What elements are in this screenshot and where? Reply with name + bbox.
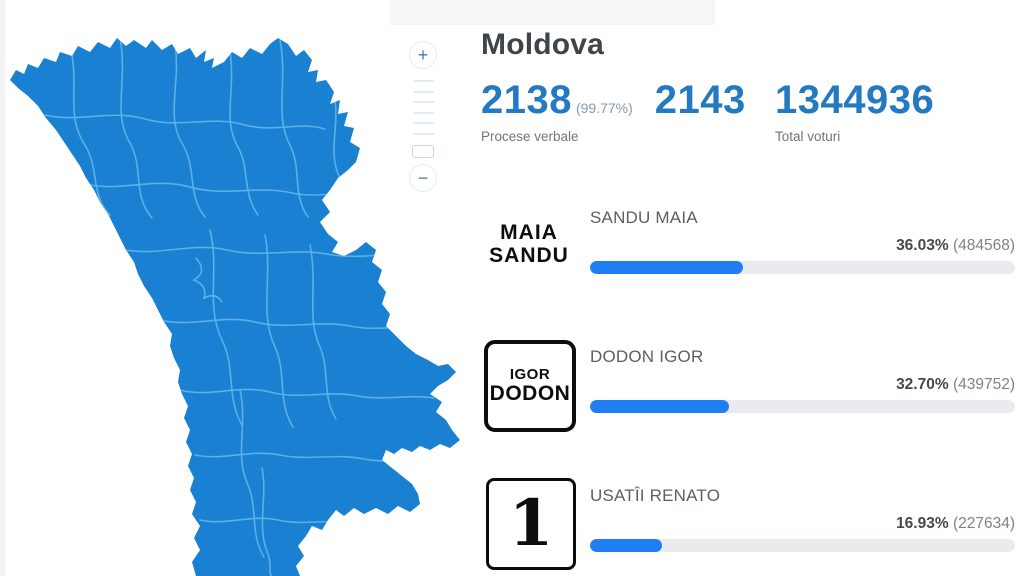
candidate-name: USATÎI RENATO — [590, 486, 721, 505]
processed-stat-group: 2138 (99.77%) 2143 Procese verbale — [481, 78, 775, 144]
candidate-percent: 16.93% — [896, 515, 949, 532]
plus-icon: + — [417, 45, 429, 65]
result-bar — [590, 539, 1015, 552]
logo-line: SANDU — [489, 244, 569, 267]
candidate-logo-number-one: 1 — [486, 478, 576, 570]
logo-line: DODON — [489, 382, 571, 405]
result-bar-fill — [590, 400, 729, 413]
candidate-name: SANDU MAIA — [590, 208, 698, 227]
total-votes-label: Total voturi — [775, 129, 841, 144]
result-bar-fill — [590, 261, 744, 274]
top-strip — [390, 0, 715, 25]
candidate-votes: (227634) — [952, 515, 1015, 532]
candidate-percent: 32.70% — [896, 376, 949, 393]
total-votes-count: 1344936 — [775, 78, 935, 122]
logo-line: IGOR — [509, 366, 551, 383]
zoom-tick — [412, 80, 434, 82]
country-shape[interactable] — [10, 38, 460, 576]
result-bar — [590, 400, 1015, 413]
left-edge-strip — [0, 0, 5, 576]
zoom-tick — [412, 90, 434, 93]
zoom-tick — [412, 111, 434, 114]
candidate-name: DODON IGOR — [590, 347, 704, 366]
processed-label: Procese verbale — [481, 129, 579, 144]
candidate-row-dodon: IGOR DODON DODON IGOR 32.70% (439752) — [481, 340, 1015, 443]
minus-icon: − — [417, 168, 429, 188]
zoom-tick — [412, 132, 434, 135]
total-votes-stat-group: 1344936 Total voturi — [775, 78, 934, 144]
logo-line: MAIA — [500, 221, 558, 244]
zoom-slider[interactable] — [412, 80, 434, 143]
candidate-votes: (484568) — [952, 237, 1015, 254]
candidate-logo-igor-dodon: IGOR DODON — [484, 340, 576, 432]
candidate-row-sandu: MAIA SANDU SANDU MAIA 36.03% (484568) — [481, 204, 1015, 304]
result-bar — [590, 261, 1015, 274]
zoom-tick — [412, 101, 434, 103]
result-bar-fill — [590, 539, 662, 552]
zoom-tick — [412, 122, 434, 124]
zoom-out-button[interactable]: − — [409, 164, 437, 192]
page-title: Moldova — [481, 28, 605, 61]
map-zoom-controls: + − — [409, 41, 437, 192]
zoom-in-button[interactable]: + — [409, 41, 437, 69]
processed-count: 2138 — [481, 78, 572, 122]
processed-percent: (99.77%) — [575, 100, 633, 116]
candidate-row-usatii: 1 USATÎI RENATO 16.93% (227634) — [481, 478, 1015, 576]
candidate-votes: (439752) — [952, 376, 1015, 393]
total-stations-count: 2143 — [654, 78, 746, 122]
moldova-map[interactable] — [0, 0, 470, 576]
summary-stats: 2138 (99.77%) 2143 Procese verbale 13449… — [481, 78, 1016, 144]
candidate-logo-maia-sandu: MAIA SANDU — [481, 221, 577, 267]
zoom-slider-handle[interactable] — [412, 145, 434, 158]
candidate-percent: 36.03% — [896, 237, 949, 254]
logo-number: 1 — [508, 486, 554, 561]
